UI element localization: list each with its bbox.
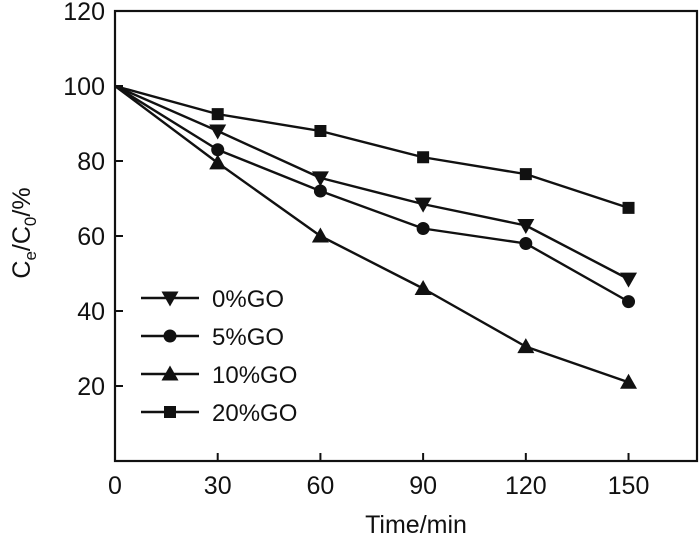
x-tick-label: 90 <box>409 472 437 500</box>
data-point-0go <box>311 171 329 187</box>
legend-item-5go: 5%GO <box>141 324 284 351</box>
series-5go <box>114 84 636 309</box>
data-point-20go <box>314 125 327 137</box>
x-axis-title: Time/min <box>365 511 467 539</box>
series-line-20go <box>114 84 629 210</box>
data-point-20go <box>519 168 532 181</box>
data-point-5go <box>622 295 636 309</box>
x-tick-label: 0 <box>108 472 122 500</box>
data-point-10go <box>209 154 227 170</box>
series-20go <box>114 84 635 214</box>
legend-item-0go: 0%GO <box>141 286 284 313</box>
y-tick-label: 120 <box>63 0 105 26</box>
y-tick-label: 40 <box>77 298 105 326</box>
series-0go <box>114 84 638 288</box>
data-point-10go <box>517 338 535 354</box>
data-point-20go <box>211 108 224 121</box>
series-line-5go <box>114 84 630 303</box>
y-tick-label: 100 <box>63 73 105 101</box>
x-tick-label: 60 <box>307 472 335 500</box>
legend-label: 0%GO <box>212 286 284 313</box>
data-point-20go <box>622 201 635 214</box>
data-point-5go <box>313 184 327 198</box>
data-point-10go <box>620 373 638 389</box>
legend-label: 10%GO <box>212 362 297 389</box>
legend-item-10go: 10%GO <box>141 362 297 389</box>
series-line-0go <box>114 84 630 281</box>
data-point-0go <box>620 272 638 288</box>
data-point-20go <box>417 151 430 164</box>
y-axis-title: Ce/C0/% <box>8 187 40 278</box>
legend-label: 5%GO <box>212 324 284 351</box>
data-point-0go <box>414 197 432 213</box>
legend-marker <box>163 329 177 343</box>
y-tick-label: 20 <box>77 373 105 401</box>
y-tick-label: 60 <box>77 223 105 251</box>
legend-label: 20%GO <box>212 400 297 427</box>
data-point-0go <box>517 219 535 234</box>
legend-item-20go: 20%GO <box>141 400 297 427</box>
y-tick-label: 80 <box>77 148 105 176</box>
data-point-10go <box>311 227 329 243</box>
legend-marker <box>161 291 179 307</box>
x-tick-label: 120 <box>505 472 547 500</box>
data-point-5go <box>211 143 225 157</box>
plot-frame <box>113 9 699 463</box>
series-line-10go <box>114 85 629 384</box>
legend-marker <box>164 406 176 418</box>
data-point-5go <box>416 222 430 235</box>
data-point-0go <box>209 124 227 140</box>
x-tick-label: 150 <box>608 472 650 500</box>
data-point-10go <box>414 280 432 295</box>
legend-marker <box>161 365 179 381</box>
data-point-5go <box>519 237 533 250</box>
x-tick-label: 30 <box>204 472 232 500</box>
series-10go <box>114 85 638 389</box>
